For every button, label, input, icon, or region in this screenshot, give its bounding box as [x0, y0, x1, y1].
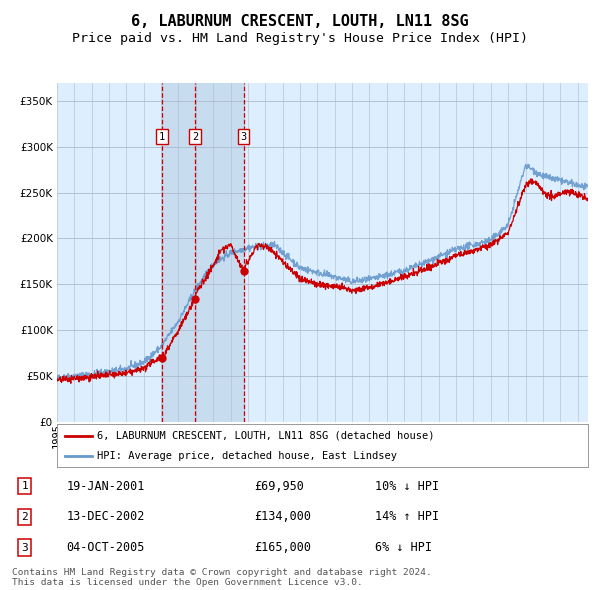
Text: 6% ↓ HPI: 6% ↓ HPI	[375, 541, 432, 554]
Bar	[162, 83, 244, 422]
Text: 2: 2	[192, 132, 198, 142]
Text: Contains HM Land Registry data © Crown copyright and database right 2024.: Contains HM Land Registry data © Crown c…	[12, 568, 432, 576]
Text: 6, LABURNUM CRESCENT, LOUTH, LN11 8SG (detached house): 6, LABURNUM CRESCENT, LOUTH, LN11 8SG (d…	[97, 431, 434, 441]
Text: 13-DEC-2002: 13-DEC-2002	[67, 510, 145, 523]
Text: 19-JAN-2001: 19-JAN-2001	[67, 480, 145, 493]
Text: £69,950: £69,950	[254, 480, 304, 493]
Text: 3: 3	[241, 132, 247, 142]
Text: £134,000: £134,000	[254, 510, 311, 523]
Text: 14% ↑ HPI: 14% ↑ HPI	[375, 510, 439, 523]
Text: 2: 2	[21, 512, 28, 522]
Text: Price paid vs. HM Land Registry's House Price Index (HPI): Price paid vs. HM Land Registry's House …	[72, 32, 528, 45]
Text: £165,000: £165,000	[254, 541, 311, 554]
Text: This data is licensed under the Open Government Licence v3.0.: This data is licensed under the Open Gov…	[12, 578, 363, 587]
Text: 1: 1	[159, 132, 165, 142]
Text: 10% ↓ HPI: 10% ↓ HPI	[375, 480, 439, 493]
Text: 1: 1	[21, 481, 28, 491]
Text: 3: 3	[21, 543, 28, 553]
Text: 04-OCT-2005: 04-OCT-2005	[67, 541, 145, 554]
Text: 6, LABURNUM CRESCENT, LOUTH, LN11 8SG: 6, LABURNUM CRESCENT, LOUTH, LN11 8SG	[131, 14, 469, 29]
Text: HPI: Average price, detached house, East Lindsey: HPI: Average price, detached house, East…	[97, 451, 397, 461]
